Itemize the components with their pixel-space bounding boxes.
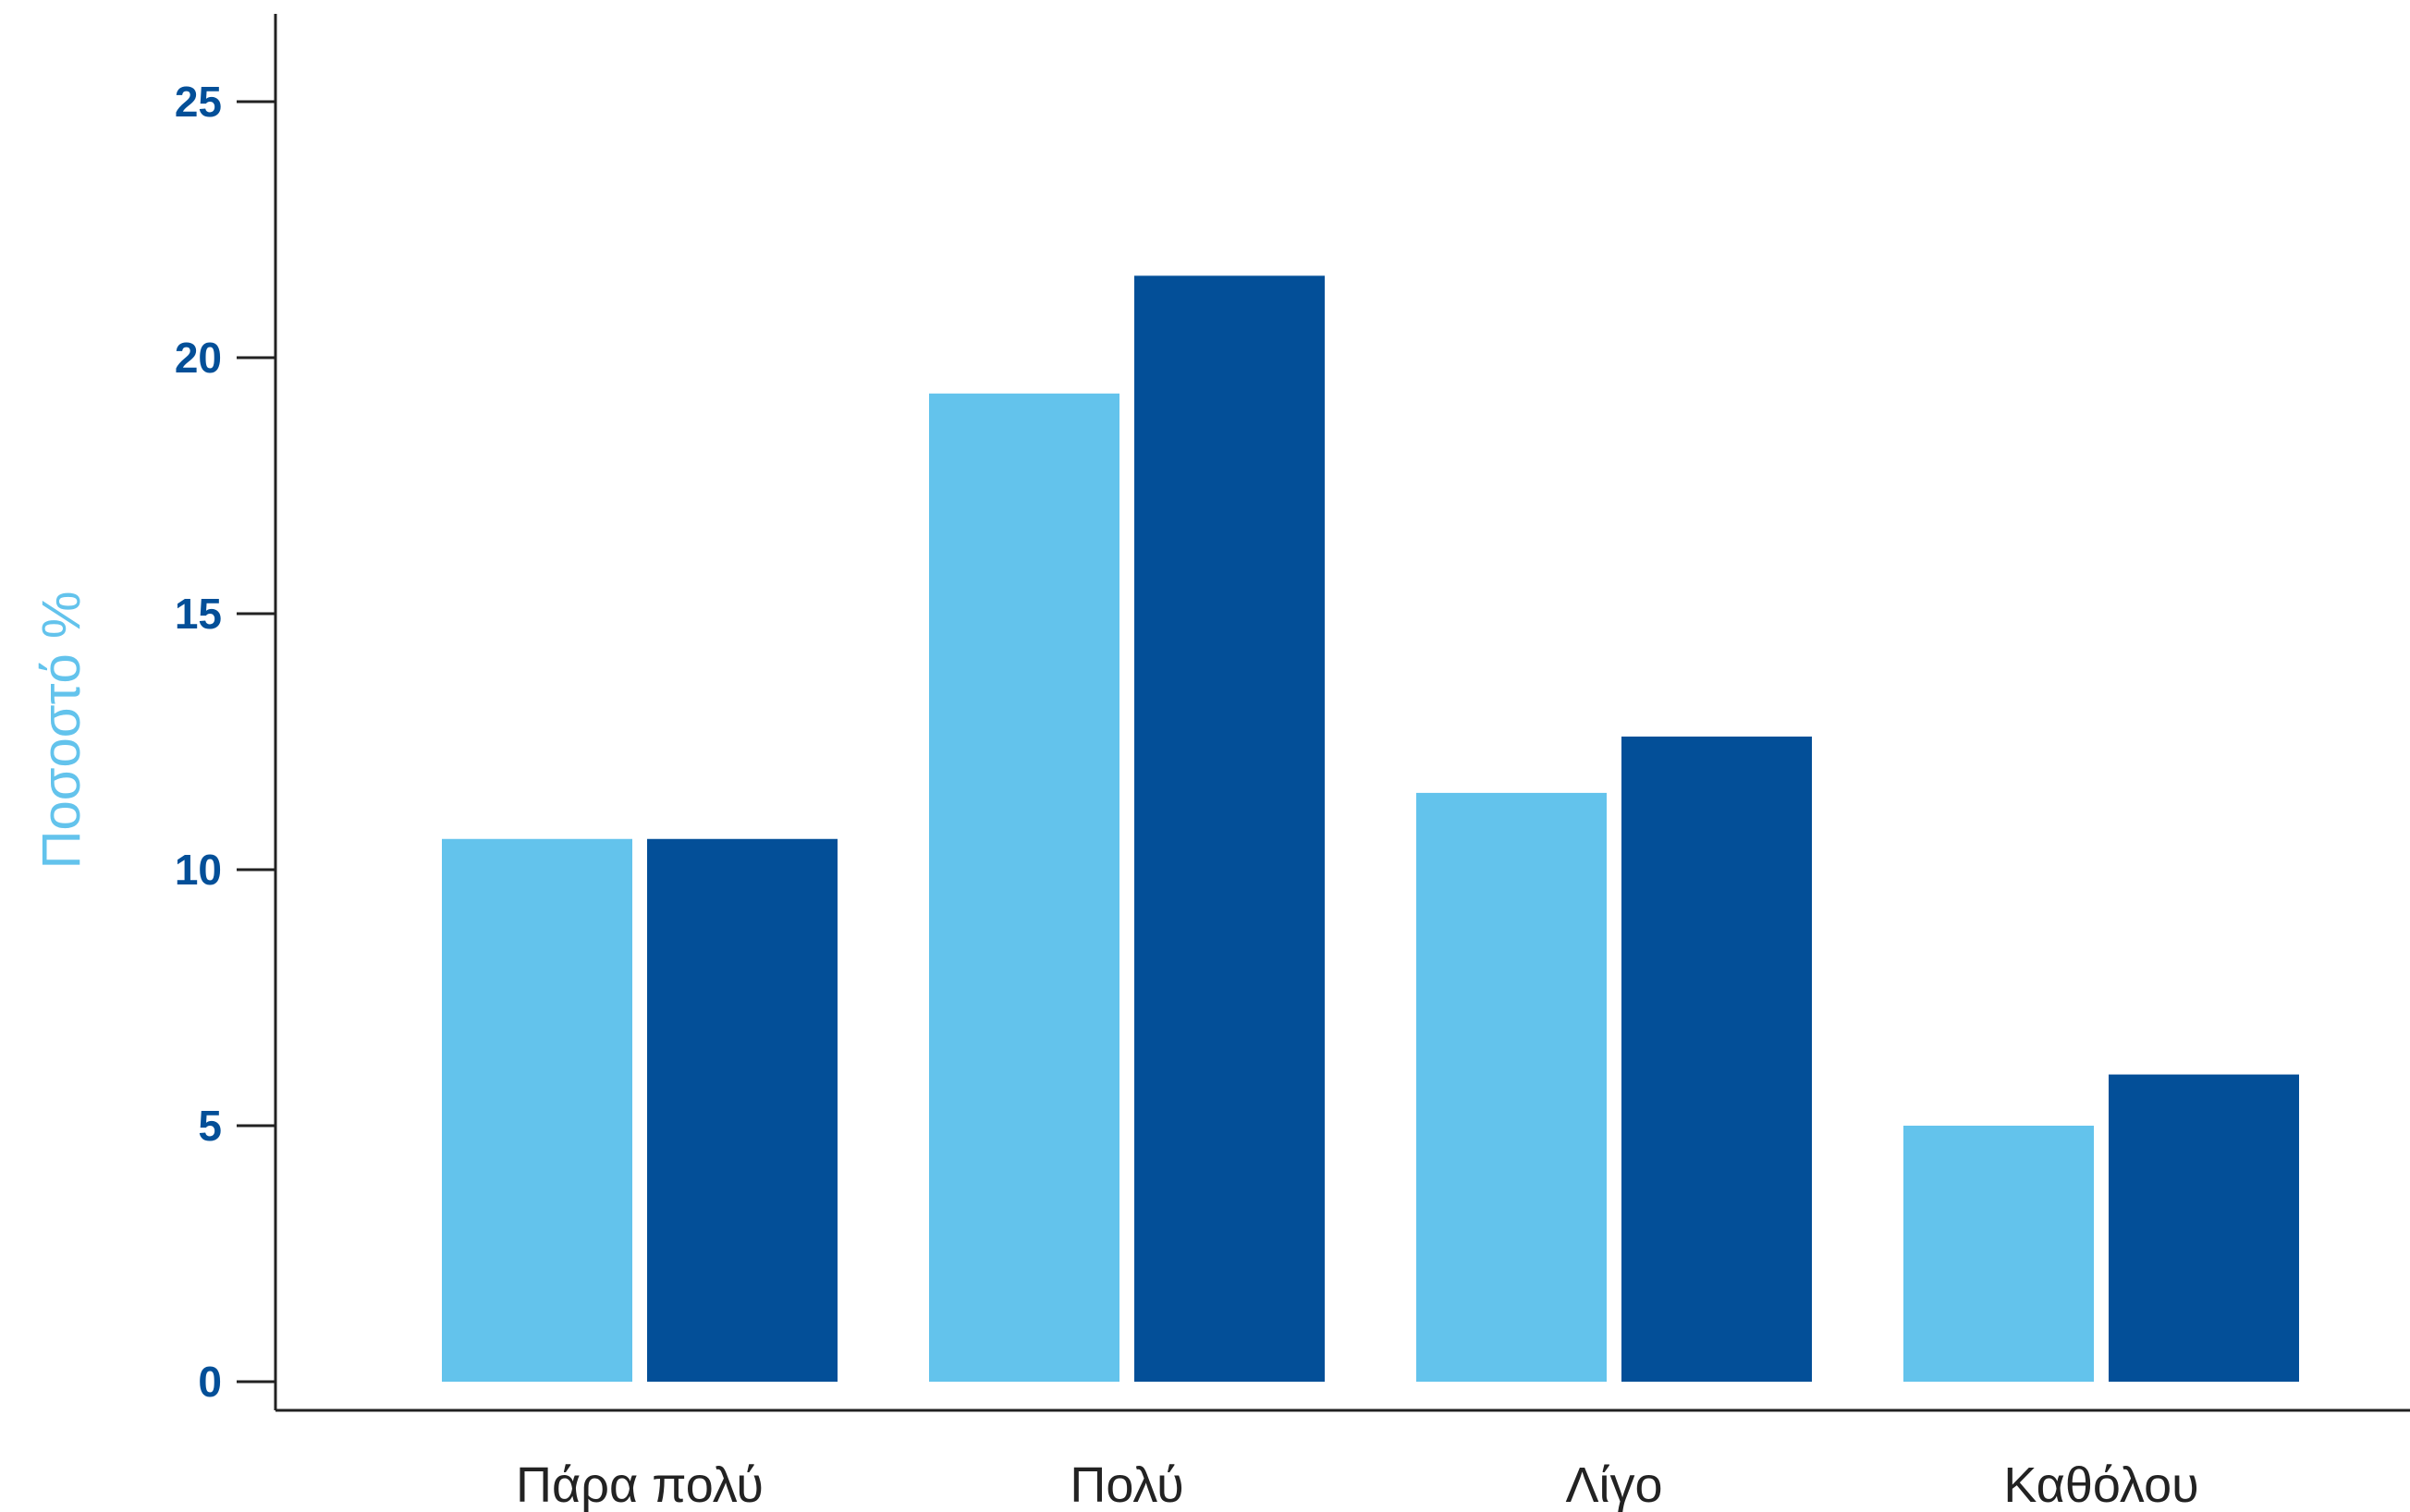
bar-series-2-4 xyxy=(2109,1074,2299,1382)
y-tick-label: 15 xyxy=(175,590,222,638)
bars xyxy=(442,275,2299,1382)
y-tick-label: 0 xyxy=(198,1358,222,1406)
y-tick-label: 25 xyxy=(175,78,222,126)
bar-series-2-1 xyxy=(647,838,838,1382)
x-category-label: Καθόλου xyxy=(2003,1457,2198,1512)
bar-series-1-1 xyxy=(442,838,632,1382)
bar-series-2-3 xyxy=(1621,736,1812,1382)
x-category-label: Λίγο xyxy=(1565,1457,1662,1512)
y-tick-label: 10 xyxy=(175,846,222,894)
x-axis-categories: Πάρα πολύ Πολύ Λίγο Καθόλου xyxy=(516,1457,2199,1512)
y-tick-label: 5 xyxy=(198,1102,222,1150)
x-category-label: Πάρα πολύ xyxy=(516,1457,764,1512)
y-axis-title: Ποσοστό % xyxy=(31,591,92,870)
bar-series-1-3 xyxy=(1416,792,1607,1382)
x-category-label: Πολύ xyxy=(1070,1457,1183,1512)
bar-series-1-4 xyxy=(1903,1126,2094,1382)
bar-series-2-2 xyxy=(1134,275,1325,1382)
y-tick-label: 20 xyxy=(175,334,222,382)
bar-series-1-2 xyxy=(929,393,1119,1382)
y-axis-ticks: 0 5 10 15 20 25 xyxy=(175,78,275,1406)
